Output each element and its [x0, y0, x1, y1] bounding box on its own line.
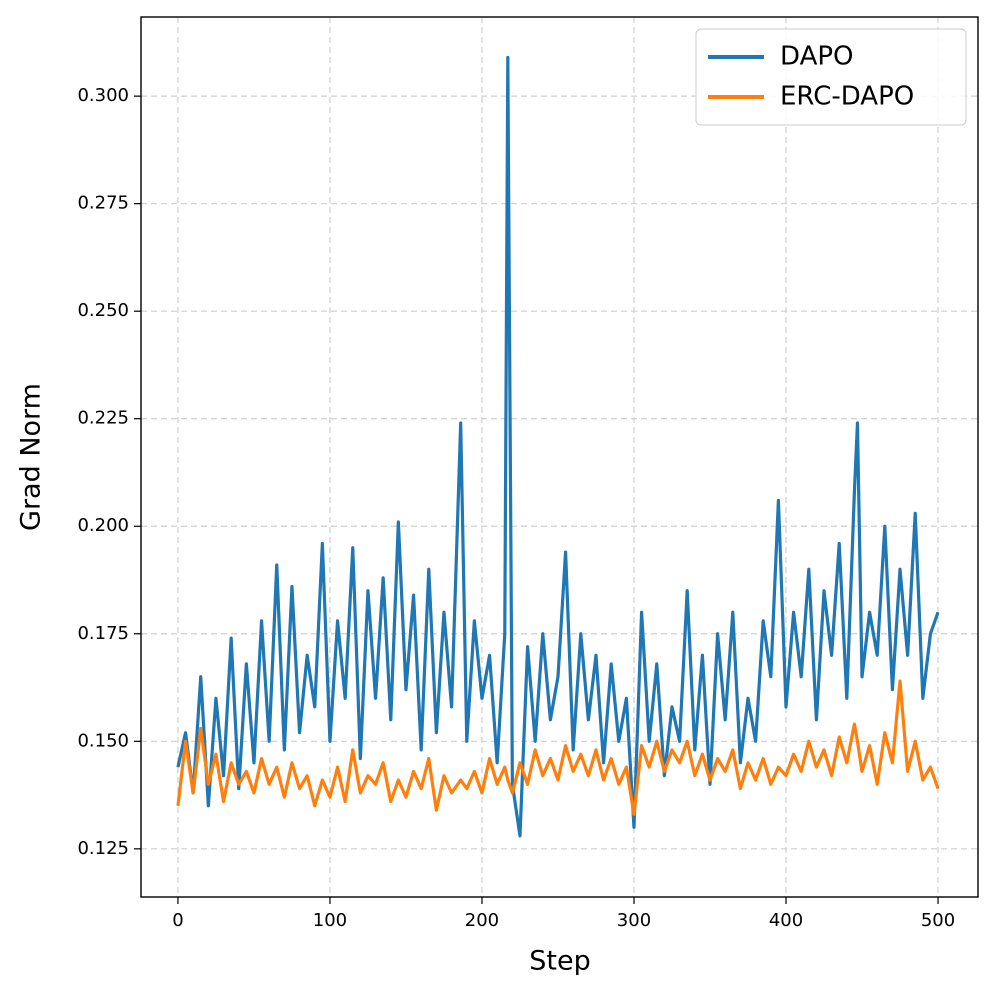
y-tick-label: 0.225 [77, 408, 129, 429]
series-line [176, 55, 940, 838]
x-tick-label: 0 [172, 910, 183, 931]
series-line [176, 679, 940, 817]
y-axis-label: Grad Norm [16, 383, 47, 531]
legend-label: DAPO [780, 42, 854, 72]
y-tick-label: 0.175 [77, 623, 129, 644]
axes-frame [140, 16, 979, 898]
x-tick-label: 100 [313, 910, 347, 931]
x-tick-label: 500 [921, 910, 955, 931]
legend-box [695, 28, 967, 126]
x-tick-label: 400 [769, 910, 803, 931]
legend-label: ERC-DAPO [780, 82, 914, 112]
y-tick-label: 0.200 [77, 515, 129, 536]
y-tick-label: 0.275 [77, 193, 129, 214]
x-tick-label: 200 [465, 910, 499, 931]
y-tick-label: 0.150 [77, 730, 129, 751]
y-tick-label: 0.300 [77, 85, 129, 106]
x-axis-label: Step [529, 946, 590, 977]
x-tick-label: 300 [617, 910, 651, 931]
y-tick-label: 0.250 [77, 300, 129, 321]
legend: DAPO ERC-DAPO [695, 28, 967, 126]
y-tick-label: 0.125 [77, 838, 129, 859]
